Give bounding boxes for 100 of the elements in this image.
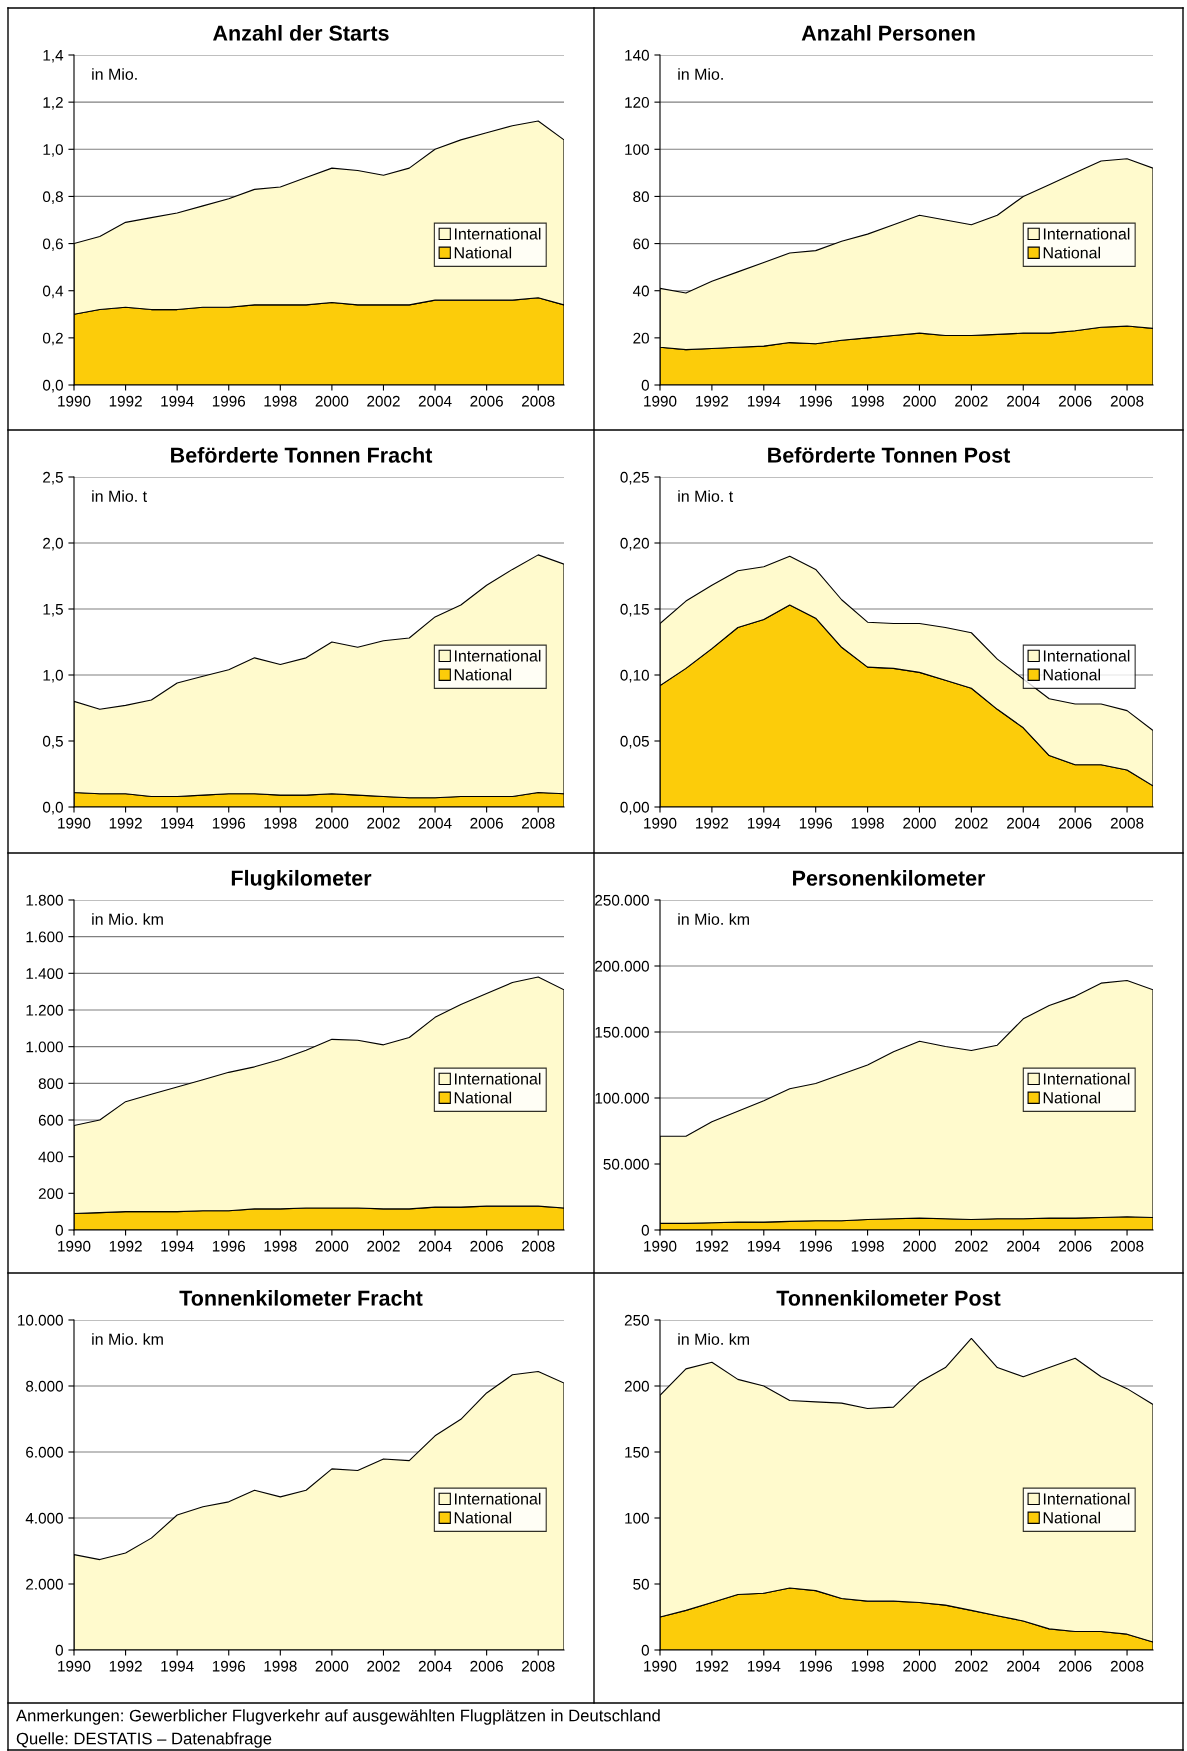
x-tick-label: 2004 xyxy=(418,1240,452,1252)
x-tick-label: 1992 xyxy=(696,1660,729,1672)
y-tick-label: 2,0 xyxy=(43,537,63,551)
legend-label: International xyxy=(1043,1492,1130,1505)
x-tick-label: 2008 xyxy=(1110,1660,1144,1672)
x-tick-label: 1994 xyxy=(747,817,781,829)
x-tick-label: 2006 xyxy=(1058,817,1092,829)
y-tick-label: 0,25 xyxy=(620,471,649,485)
x-tick-label: 1998 xyxy=(851,817,884,829)
y-tick-label: 0,0 xyxy=(42,379,63,393)
x-tick-label: 1992 xyxy=(109,817,142,829)
x-tick-label: 2008 xyxy=(1110,395,1144,407)
x-tick-label: 2002 xyxy=(367,395,400,407)
x-tick-label: 2006 xyxy=(1058,395,1092,407)
legend-label: International xyxy=(1043,227,1130,240)
x-tick-label: 1996 xyxy=(799,817,833,829)
legend-label: International xyxy=(1043,649,1130,662)
y-tick-label: 2.000 xyxy=(26,1578,63,1590)
x-tick-label: 2004 xyxy=(1007,817,1040,829)
legend-label: International xyxy=(454,649,541,662)
x-tick-label: 1994 xyxy=(161,817,194,829)
y-tick-label: 0,6 xyxy=(42,238,63,252)
x-tick-label: 1996 xyxy=(212,1240,246,1252)
y-tick-label: 120 xyxy=(625,97,649,108)
y-tick-label: 250 xyxy=(624,1314,649,1326)
y-tick-label: 0,00 xyxy=(620,801,649,815)
legend-label: International xyxy=(454,1492,541,1505)
x-tick-label: 2006 xyxy=(470,1660,503,1672)
x-tick-label: 1998 xyxy=(851,395,884,407)
legend-label: National xyxy=(454,246,512,259)
y-tick-label: 100 xyxy=(625,1512,649,1524)
x-tick-label: 2002 xyxy=(955,395,988,407)
x-tick-label: 1990 xyxy=(58,1660,91,1672)
x-tick-label: 1994 xyxy=(747,1240,781,1252)
x-tick-label: 1998 xyxy=(264,1240,297,1252)
y-tick-label: 1,0 xyxy=(43,669,63,683)
x-tick-label: 2004 xyxy=(418,1660,452,1672)
x-tick-label: 2008 xyxy=(521,817,555,829)
y-tick-label: 100.000 xyxy=(595,1092,649,1104)
x-tick-label: 2008 xyxy=(1110,817,1144,829)
x-tick-label: 1996 xyxy=(212,395,246,407)
y-tick-label: 600 xyxy=(38,1114,63,1126)
y-tick-label: 6.000 xyxy=(26,1446,63,1458)
annotation: in Mio. xyxy=(92,68,137,80)
y-tick-label: 0,10 xyxy=(620,669,649,683)
x-tick-label: 1992 xyxy=(109,1240,142,1252)
chart-title: Flugkilometer xyxy=(231,869,372,891)
y-tick-label: 800 xyxy=(38,1078,63,1090)
x-tick-label: 1990 xyxy=(644,1660,677,1672)
x-tick-label: 2000 xyxy=(315,1240,349,1252)
annotation: in Mio. km xyxy=(678,913,749,925)
x-tick-label: 2006 xyxy=(470,395,503,407)
y-tick-label: 200 xyxy=(38,1188,63,1200)
text: Anmerkungen: Gewerblicher Flugverkehr auf ausgewählten Flugplätzen in Deutschland xyxy=(16,1709,660,1725)
y-tick-label: 200 xyxy=(624,1380,649,1392)
legend-label: International xyxy=(454,1072,541,1085)
x-tick-label: 1994 xyxy=(161,1240,194,1252)
y-tick-label: 0,20 xyxy=(620,537,649,551)
y-tick-label: 2,5 xyxy=(43,471,63,485)
x-tick-label: 2000 xyxy=(903,395,936,407)
y-tick-label: 0 xyxy=(55,1224,63,1236)
x-tick-label: 1994 xyxy=(161,1660,194,1672)
x-tick-label: 1994 xyxy=(747,395,781,407)
y-tick-label: 0,4 xyxy=(42,285,64,299)
x-tick-label: 1998 xyxy=(264,817,297,829)
x-tick-label: 2004 xyxy=(1007,1660,1040,1672)
legend-label: National xyxy=(1043,246,1100,259)
annotation: in Mio. km xyxy=(92,913,163,925)
y-tick-label: 4.000 xyxy=(25,1512,63,1524)
x-tick-label: 1994 xyxy=(161,395,194,407)
y-tick-label: 60 xyxy=(633,238,649,250)
y-tick-label: 50 xyxy=(633,1578,649,1590)
x-tick-label: 2002 xyxy=(367,1660,400,1672)
x-tick-label: 1990 xyxy=(58,395,91,407)
chart-title: Tonnenkilometer Fracht xyxy=(179,1289,423,1306)
legend-label: National xyxy=(1043,1091,1100,1104)
x-tick-label: 2002 xyxy=(367,817,400,829)
x-tick-label: 1996 xyxy=(212,817,246,829)
y-tick-label: 400 xyxy=(38,1151,63,1163)
y-tick-label: 0,8 xyxy=(42,191,63,204)
x-tick-label: 1992 xyxy=(696,1240,729,1252)
x-tick-label: 2000 xyxy=(315,395,349,407)
x-tick-label: 2000 xyxy=(903,1240,936,1252)
legend-label: National xyxy=(454,1511,512,1524)
x-tick-label: 1992 xyxy=(696,395,729,407)
legend-label: National xyxy=(454,668,512,681)
chart-title: Beförderte Tonnen Fracht xyxy=(171,446,433,463)
y-tick-label: 1.200 xyxy=(26,1004,63,1016)
x-tick-label: 1998 xyxy=(851,1240,884,1252)
x-tick-label: 1998 xyxy=(264,1660,297,1672)
y-tick-label: 0 xyxy=(55,1644,63,1656)
y-tick-label: 150 xyxy=(625,1446,649,1458)
chart-title: Beförderte Tonnen Post xyxy=(768,446,1011,463)
annotation: in Mio. xyxy=(678,68,723,80)
x-tick-label: 2006 xyxy=(1058,1660,1092,1672)
x-tick-label: 1992 xyxy=(109,395,142,407)
x-tick-label: 1990 xyxy=(644,1240,677,1252)
x-tick-label: 1998 xyxy=(851,1660,884,1672)
legend-label: National xyxy=(454,1091,512,1104)
x-tick-label: 1990 xyxy=(644,395,677,407)
